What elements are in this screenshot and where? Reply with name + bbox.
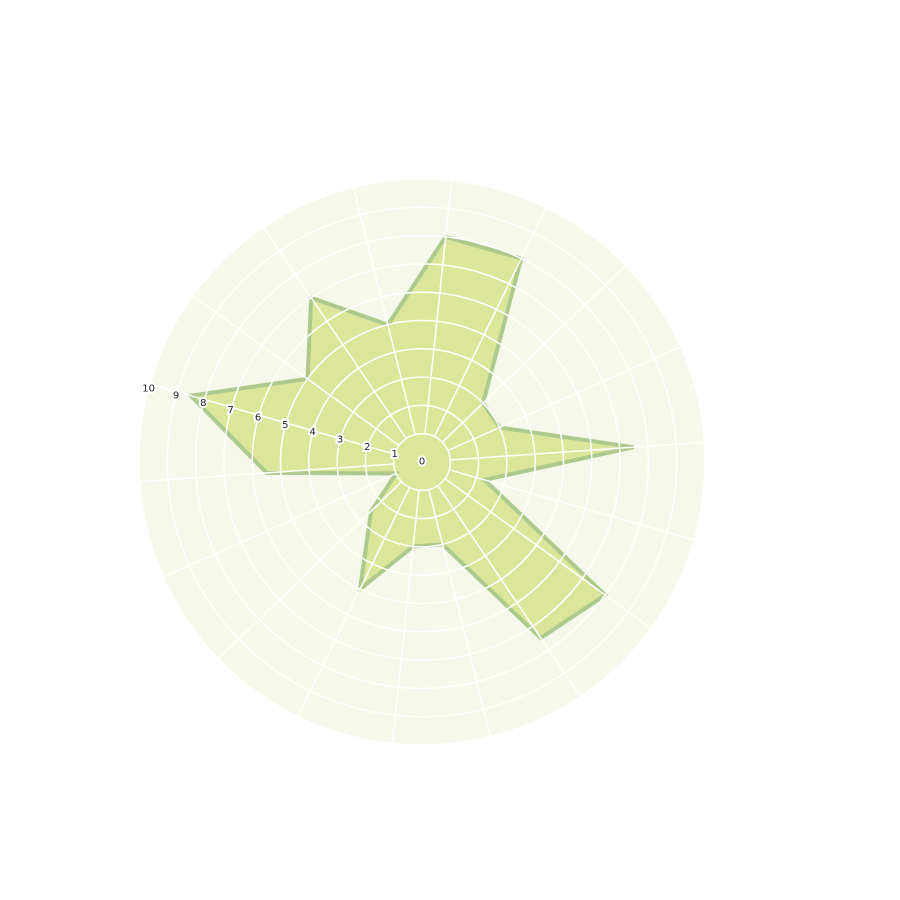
tick-label-0: 0 [419, 457, 425, 468]
grid-ring-5 [279, 319, 565, 605]
grid-spoke-7 [437, 485, 581, 698]
grid-spoke-8 [428, 489, 492, 737]
tick-label-4: 4 [310, 427, 316, 438]
grid-spoke-13 [139, 463, 394, 483]
tick-label-9: 9 [173, 391, 179, 402]
tick-label-6: 6 [255, 413, 261, 424]
tick-label-2: 2 [364, 442, 370, 453]
grid-spoke-17 [352, 187, 416, 435]
grid-ring-7 [223, 263, 621, 661]
tick-label-7: 7 [228, 405, 234, 416]
grid-ring-1 [392, 432, 452, 492]
tick-label-10: 10 [142, 383, 155, 394]
grid-ring-2 [364, 404, 480, 520]
grid-ring-8 [194, 234, 650, 690]
grid-spoke-11 [217, 481, 403, 660]
grid-ring-6 [251, 291, 593, 633]
grid-spoke-6 [444, 477, 652, 629]
tick-label-8: 8 [200, 398, 206, 409]
grid-spoke-12 [163, 472, 397, 578]
grid-spoke-4 [450, 441, 705, 461]
grid-ring-4 [308, 348, 536, 576]
grid-spoke-1 [433, 207, 547, 437]
grid-spoke-0 [424, 180, 453, 434]
polar-grid [138, 178, 706, 746]
grid-spoke-14 [149, 383, 396, 455]
tick-label-3: 3 [337, 435, 343, 446]
grid-spoke-9 [391, 490, 420, 744]
tick-label-5: 5 [282, 420, 288, 431]
grid-spoke-16 [263, 226, 407, 439]
tick-label-1: 1 [392, 449, 398, 460]
grid-ring-3 [336, 376, 508, 548]
grid-ring-9 [166, 206, 678, 718]
grid-spoke-2 [441, 264, 627, 443]
grid-spoke-5 [448, 469, 695, 541]
grid-spoke-3 [447, 346, 681, 452]
grid-spoke-15 [192, 295, 400, 447]
radial-tick-labels: 0 1 2 3 4 5 6 7 8 9 10 [140, 381, 427, 469]
grid-spoke-10 [297, 487, 411, 717]
grid-ring-10 [138, 178, 706, 746]
